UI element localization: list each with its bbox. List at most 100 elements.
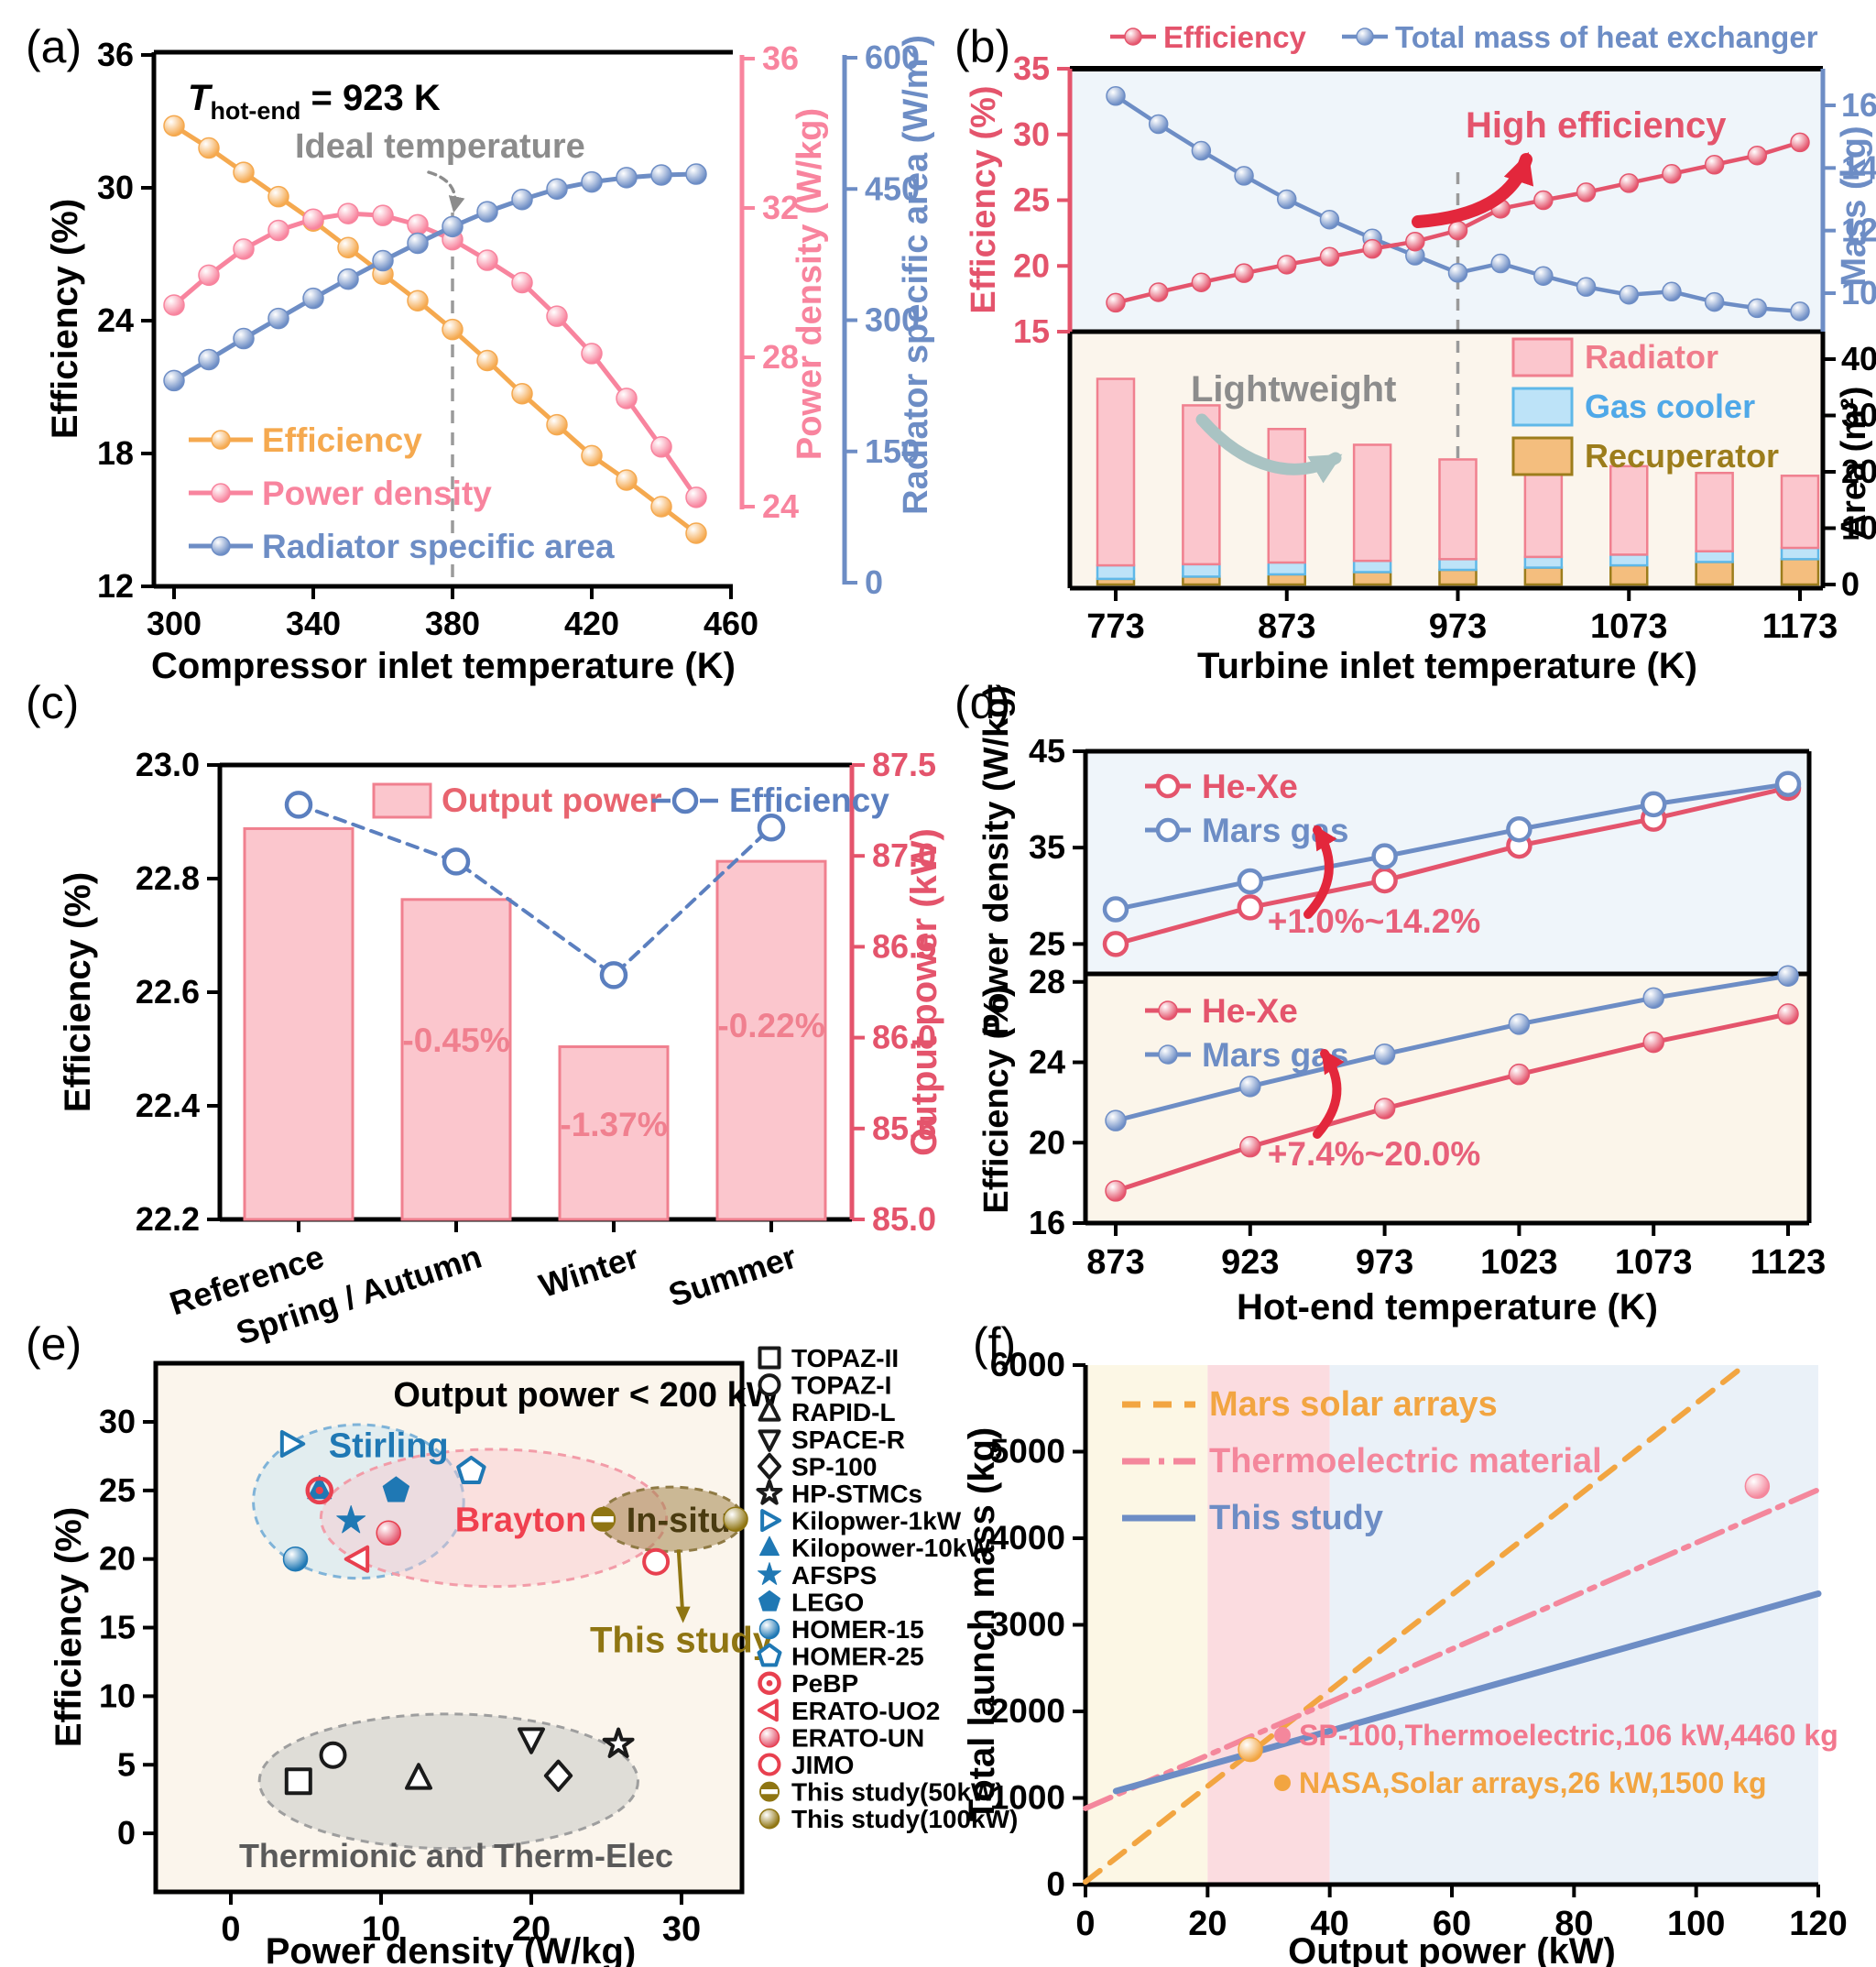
svg-text:Efficiency (%): Efficiency (%) [58, 872, 98, 1112]
svg-text:Radiator: Radiator [1585, 338, 1718, 376]
svg-text:300: 300 [1841, 397, 1876, 434]
svg-text:23.0: 23.0 [136, 746, 200, 783]
svg-text:1600: 1600 [1841, 86, 1876, 124]
svg-text:Efficiency: Efficiency [262, 421, 422, 459]
svg-text:Thot-end = 923 K: Thot-end = 923 K [188, 78, 441, 125]
svg-text:Power density (W/kg): Power density (W/kg) [977, 685, 1016, 1037]
svg-text:4000: 4000 [990, 1519, 1065, 1557]
svg-text:400: 400 [1841, 340, 1876, 377]
panel-c: 23.0 22.8 22.6 22.4 22.2 Efficiency (%) 87.5 87… [58, 746, 944, 1352]
svg-text:450: 450 [865, 169, 920, 207]
svg-text:87.5: 87.5 [872, 746, 936, 783]
legend-HP-STMCs: HP-STMCs [756, 1479, 922, 1508]
svg-text:Power density: Power density [262, 475, 492, 512]
svg-text:120: 120 [1789, 1905, 1847, 1943]
svg-text:NASA,Solar arrays,26 kW,1500 k: NASA,Solar arrays,26 kW,1500 kg [1299, 1766, 1767, 1799]
legend-JIMO: JIMO [758, 1751, 854, 1779]
svg-text:3000: 3000 [990, 1606, 1065, 1644]
svg-text:He-Xe: He-Xe [1202, 768, 1298, 805]
point-This study(50kW) [591, 1506, 616, 1532]
panel-letter-b: (b) [954, 21, 1011, 72]
svg-text:1000: 1000 [1841, 274, 1876, 311]
point-HP-STMCs [602, 1727, 635, 1758]
svg-text:Winter: Winter [535, 1238, 644, 1306]
bars [1096, 377, 1820, 586]
svg-text:85.5: 85.5 [872, 1109, 936, 1147]
point-This study(100kW) [723, 1506, 748, 1533]
svg-text:40: 40 [1311, 1905, 1349, 1943]
svg-text:420: 420 [564, 605, 619, 642]
svg-text:18: 18 [97, 434, 134, 472]
svg-text:30: 30 [97, 169, 134, 206]
svg-text:Brayton: Brayton [455, 1501, 587, 1539]
legend-This study(100kW): This study(100kW) [758, 1805, 1018, 1833]
legend-AFSPS: AFSPS [758, 1561, 877, 1590]
legend-TOPAZ-II: TOPAZ-II [758, 1344, 899, 1372]
svg-text:1023: 1023 [1480, 1243, 1558, 1282]
point-ERATO-UN [376, 1520, 401, 1546]
legend-Kilopwer-1kW: Kilopwer-1kW [760, 1507, 962, 1535]
svg-text:600: 600 [865, 38, 920, 76]
svg-text:Summer: Summer [664, 1238, 802, 1315]
svg-text:This study(100kW): This study(100kW) [791, 1805, 1018, 1833]
svg-text:20: 20 [99, 1540, 136, 1578]
svg-text:86.0: 86.0 [872, 1019, 936, 1056]
svg-text:30: 30 [1013, 115, 1050, 153]
svg-text:5: 5 [117, 1745, 136, 1783]
svg-text:1173: 1173 [1762, 607, 1838, 646]
svg-text:20: 20 [512, 1910, 551, 1949]
svg-text:1073: 1073 [1615, 1243, 1693, 1282]
point-HOMER-25 [456, 1455, 486, 1484]
point-SPACE-R [518, 1727, 545, 1754]
svg-text:0: 0 [1046, 1865, 1065, 1903]
series-pd [163, 202, 707, 508]
svg-text:Output power < 200 kW: Output power < 200 kW [393, 1376, 779, 1415]
legend-RAPID-L: RAPID-L [758, 1398, 896, 1426]
svg-text:In-situ: In-situ [627, 1502, 731, 1540]
svg-text:Area (m²): Area (m²) [1835, 387, 1873, 540]
svg-text:ERATO-UN: ERATO-UN [791, 1723, 924, 1752]
point-AFSPS [336, 1505, 366, 1534]
svg-text:2000: 2000 [990, 1692, 1065, 1730]
svg-text:340: 340 [286, 605, 341, 642]
svg-text:300: 300 [865, 301, 920, 339]
svg-text:Thermoelectric material: Thermoelectric material [1209, 1442, 1602, 1481]
svg-text:22.8: 22.8 [136, 859, 200, 897]
svg-text:1073: 1073 [1590, 607, 1668, 646]
svg-text:Lightweight: Lightweight [1191, 369, 1396, 410]
svg-text:SP-100: SP-100 [791, 1452, 877, 1481]
legend-Kilopower-10kW: Kilopower-10kW [759, 1534, 991, 1562]
svg-text:5000: 5000 [990, 1433, 1065, 1470]
point-TOPAZ-I [319, 1741, 347, 1769]
svg-text:25: 25 [99, 1471, 136, 1509]
svg-text:SP-100,Thermoelectric,106 kW,4: SP-100,Thermoelectric,106 kW,4460 kg [1299, 1719, 1838, 1752]
svg-text:150: 150 [865, 432, 920, 470]
d-bot-mars [1105, 965, 1799, 1131]
point-LEGO [382, 1476, 410, 1503]
panel-letter-e: (e) [26, 1318, 82, 1370]
svg-text:12: 12 [97, 567, 134, 605]
panel-letter-d: (d) [954, 677, 1011, 728]
svg-text:Output power (kW): Output power (kW) [1288, 1931, 1616, 1967]
point-JIMO [642, 1547, 671, 1576]
svg-text:30: 30 [662, 1910, 701, 1949]
svg-text:60: 60 [1433, 1905, 1471, 1943]
svg-text:25: 25 [1029, 924, 1065, 962]
svg-text:Output power: Output power [442, 781, 661, 819]
svg-text:-0.45%: -0.45% [402, 1022, 509, 1059]
svg-text:22.2: 22.2 [136, 1200, 200, 1238]
svg-text:+1.0%~14.2%: +1.0%~14.2% [1268, 902, 1480, 940]
svg-text:380: 380 [425, 605, 480, 642]
svg-text:HP-STMCs: HP-STMCs [791, 1480, 922, 1508]
point-Kilopwer-1kW [279, 1429, 306, 1458]
svg-text:Output power (kW): Output power (kW) [904, 828, 944, 1156]
svg-text:Efficiency (%): Efficiency (%) [965, 85, 1003, 313]
svg-text:15: 15 [1013, 312, 1050, 350]
svg-text:873: 873 [1086, 1243, 1144, 1282]
svg-text:High efficiency: High efficiency [1466, 105, 1727, 146]
series-mass [1106, 132, 1810, 313]
